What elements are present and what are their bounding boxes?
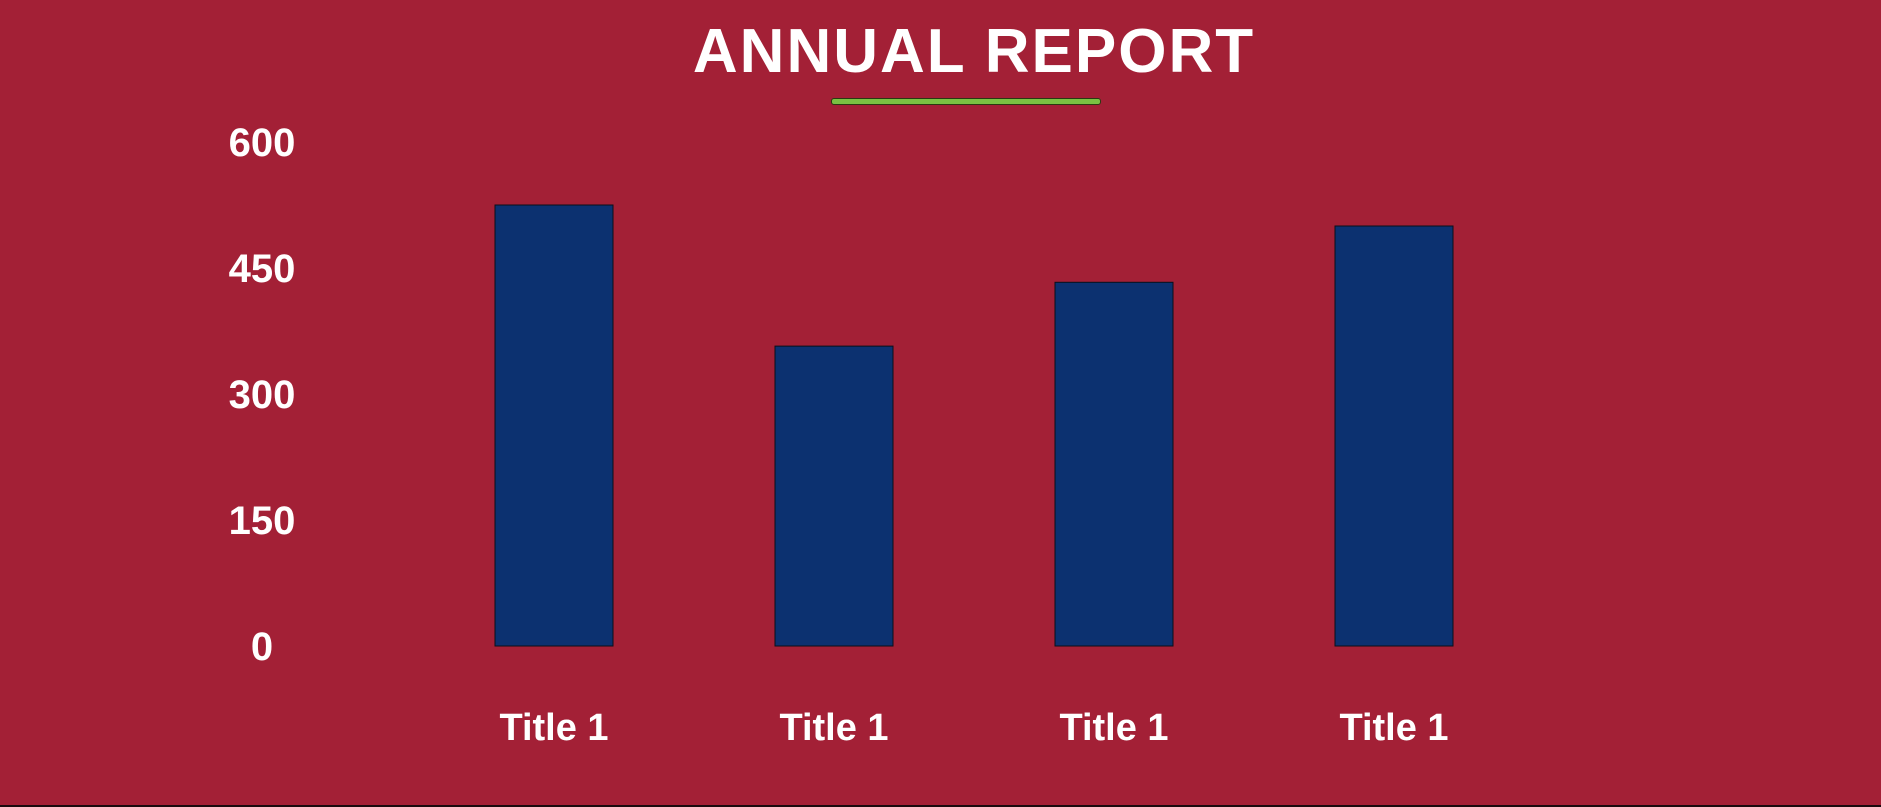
y-tick-label: 450 bbox=[229, 247, 296, 291]
bar bbox=[494, 204, 614, 647]
bar bbox=[1054, 281, 1174, 647]
x-category-label: Title 1 bbox=[779, 707, 888, 749]
title-underline bbox=[831, 98, 1101, 105]
y-tick-label: 600 bbox=[229, 121, 296, 165]
y-tick-label: 0 bbox=[251, 625, 273, 669]
x-category-label: Title 1 bbox=[1339, 707, 1448, 749]
x-category-label: Title 1 bbox=[499, 707, 608, 749]
y-tick-label: 300 bbox=[229, 373, 296, 417]
y-tick-label: 150 bbox=[229, 499, 296, 543]
bar bbox=[1334, 225, 1454, 647]
bar bbox=[774, 345, 894, 647]
x-category-label: Title 1 bbox=[1059, 707, 1168, 749]
bottom-border bbox=[0, 805, 1881, 807]
chart-title: ANNUAL REPORT bbox=[692, 17, 1256, 86]
